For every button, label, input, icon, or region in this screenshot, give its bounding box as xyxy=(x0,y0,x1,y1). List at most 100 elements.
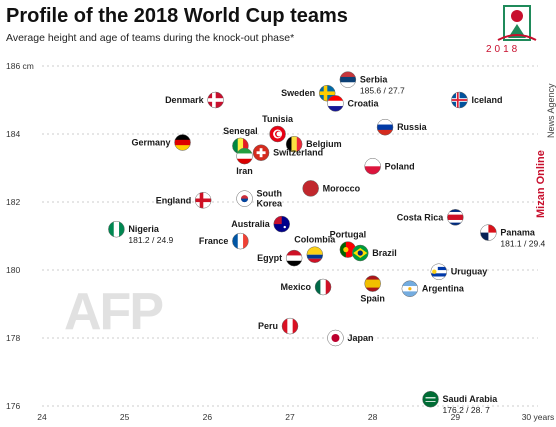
logo-year: 2018 xyxy=(486,44,521,55)
flag-nigeria-icon xyxy=(108,220,125,238)
agency-name-red: Mizan Online xyxy=(535,150,547,218)
y-tick-label: 184 xyxy=(6,129,20,139)
team-label: Costa Rica xyxy=(397,212,445,222)
x-tick-label: 25 xyxy=(120,412,130,422)
team-point-england: England xyxy=(156,192,212,209)
team-label: Iran xyxy=(236,166,253,176)
team-point-south-korea: South Korea xyxy=(236,189,284,209)
team-point-japan: Japan xyxy=(327,329,373,347)
team-point-iceland: Iceland xyxy=(451,91,502,109)
flag-saudi-arabia-icon xyxy=(422,390,439,408)
team-label: Australia xyxy=(231,219,271,229)
flag-south-korea-icon xyxy=(236,190,253,207)
flag-spain-icon xyxy=(364,275,381,292)
flag-morocco-icon xyxy=(302,180,319,197)
team-point-spain: Spain xyxy=(360,275,385,304)
team-label: Argentina xyxy=(422,284,465,294)
flag-serbia-icon xyxy=(339,71,357,88)
team-point-sweden: Sweden xyxy=(281,84,336,102)
x-tick-label: 26 xyxy=(203,412,213,422)
team-label: Senegal xyxy=(223,126,258,136)
team-label: Morocco xyxy=(323,183,361,193)
team-label: England xyxy=(156,195,192,205)
team-point-colombia: Colombia xyxy=(294,235,336,263)
chart-title: Profile of the 2018 World Cup teams xyxy=(6,5,348,27)
team-label: Croatia xyxy=(347,98,379,108)
y-tick-label: 176 xyxy=(6,401,20,411)
team-point-russia: Russia xyxy=(376,118,428,136)
team-stats-label: 181.2 / 24.9 xyxy=(128,235,173,245)
team-label: Egypt xyxy=(257,253,282,263)
y-tick-label: 178 xyxy=(6,333,20,343)
team-label: Nigeria xyxy=(128,224,160,234)
team-label: Colombia xyxy=(294,235,336,245)
afp-watermark: AFP xyxy=(64,283,164,341)
team-label: Russia xyxy=(397,122,428,132)
team-label: Iceland xyxy=(471,95,502,105)
flag-france-icon xyxy=(232,232,249,250)
team-point-germany: Germany xyxy=(132,134,191,151)
team-point-mexico: Mexico xyxy=(281,278,332,296)
team-label: Germany xyxy=(132,138,171,148)
axis-tick-labels: 176 178 180 182 184 186 cm 24 25 26 27 28 29 30 year… xyxy=(6,61,554,422)
team-stats-label: 176.2 / 28. 7 xyxy=(443,405,491,415)
team-label: Panama xyxy=(500,228,536,238)
flag-tunisia-icon xyxy=(269,125,286,143)
team-point-croatia: Croatia xyxy=(327,95,379,112)
team-label: Spain xyxy=(360,294,385,304)
flag-poland-icon xyxy=(364,158,381,175)
flag-panama-icon xyxy=(480,224,497,241)
team-label: Uruguay xyxy=(451,267,488,277)
x-tick-label: 30 years xyxy=(522,412,555,422)
flag-iran-icon xyxy=(236,147,253,165)
team-label: Denmark xyxy=(165,95,205,105)
team-point-belgium: Belgium xyxy=(285,135,342,153)
team-point-argentina: Argentina xyxy=(401,280,465,297)
y-tick-label: 182 xyxy=(6,197,20,207)
team-point-poland: Poland xyxy=(364,158,415,175)
team-label: Mexico xyxy=(281,282,312,292)
team-point-denmark: Denmark xyxy=(165,91,224,109)
team-label: Poland xyxy=(385,161,415,171)
team-point-costa-rica: Costa Rica xyxy=(397,209,464,226)
team-point-switzerland: Switzerland xyxy=(252,144,323,161)
team-point-brazil: Brazil xyxy=(352,244,397,262)
team-label: South Korea xyxy=(257,189,284,209)
team-label: France xyxy=(199,236,229,246)
flag-australia-icon xyxy=(273,215,290,233)
agency-name-dark: News Agency xyxy=(546,83,556,138)
flag-switzerland-icon xyxy=(252,144,270,161)
x-tick-label: 27 xyxy=(285,412,295,422)
flag-argentina-icon xyxy=(401,280,419,297)
team-point-australia: Australia xyxy=(231,215,290,233)
team-label: Portugal xyxy=(330,230,367,240)
team-point-morocco: Morocco xyxy=(302,180,361,197)
y-tick-label: 186 cm xyxy=(6,61,34,71)
flag-belgium-icon xyxy=(285,135,303,153)
flag-costa-rica-icon xyxy=(447,209,464,226)
team-point-tunisia: Tunisia xyxy=(262,114,294,143)
team-label: Belgium xyxy=(306,139,342,149)
flag-russia-icon xyxy=(376,118,394,136)
flag-egypt-icon xyxy=(285,249,303,267)
flag-brazil-icon xyxy=(352,244,369,262)
flag-iceland-icon xyxy=(451,91,468,109)
x-tick-label: 24 xyxy=(37,412,47,422)
team-point-france: France xyxy=(199,232,249,250)
team-label: Sweden xyxy=(281,88,315,98)
team-point-iran: Iran xyxy=(236,147,253,176)
flag-mexico-icon xyxy=(314,278,332,296)
flag-denmark-icon xyxy=(207,91,224,109)
team-label: Peru xyxy=(258,321,278,331)
team-label: Switzerland xyxy=(273,148,323,158)
world-cup-logo-icon xyxy=(497,5,537,41)
flag-england-icon xyxy=(194,192,212,209)
flag-croatia-icon xyxy=(327,95,344,112)
team-label: Brazil xyxy=(372,248,397,258)
flag-uruguay-icon xyxy=(430,263,448,280)
